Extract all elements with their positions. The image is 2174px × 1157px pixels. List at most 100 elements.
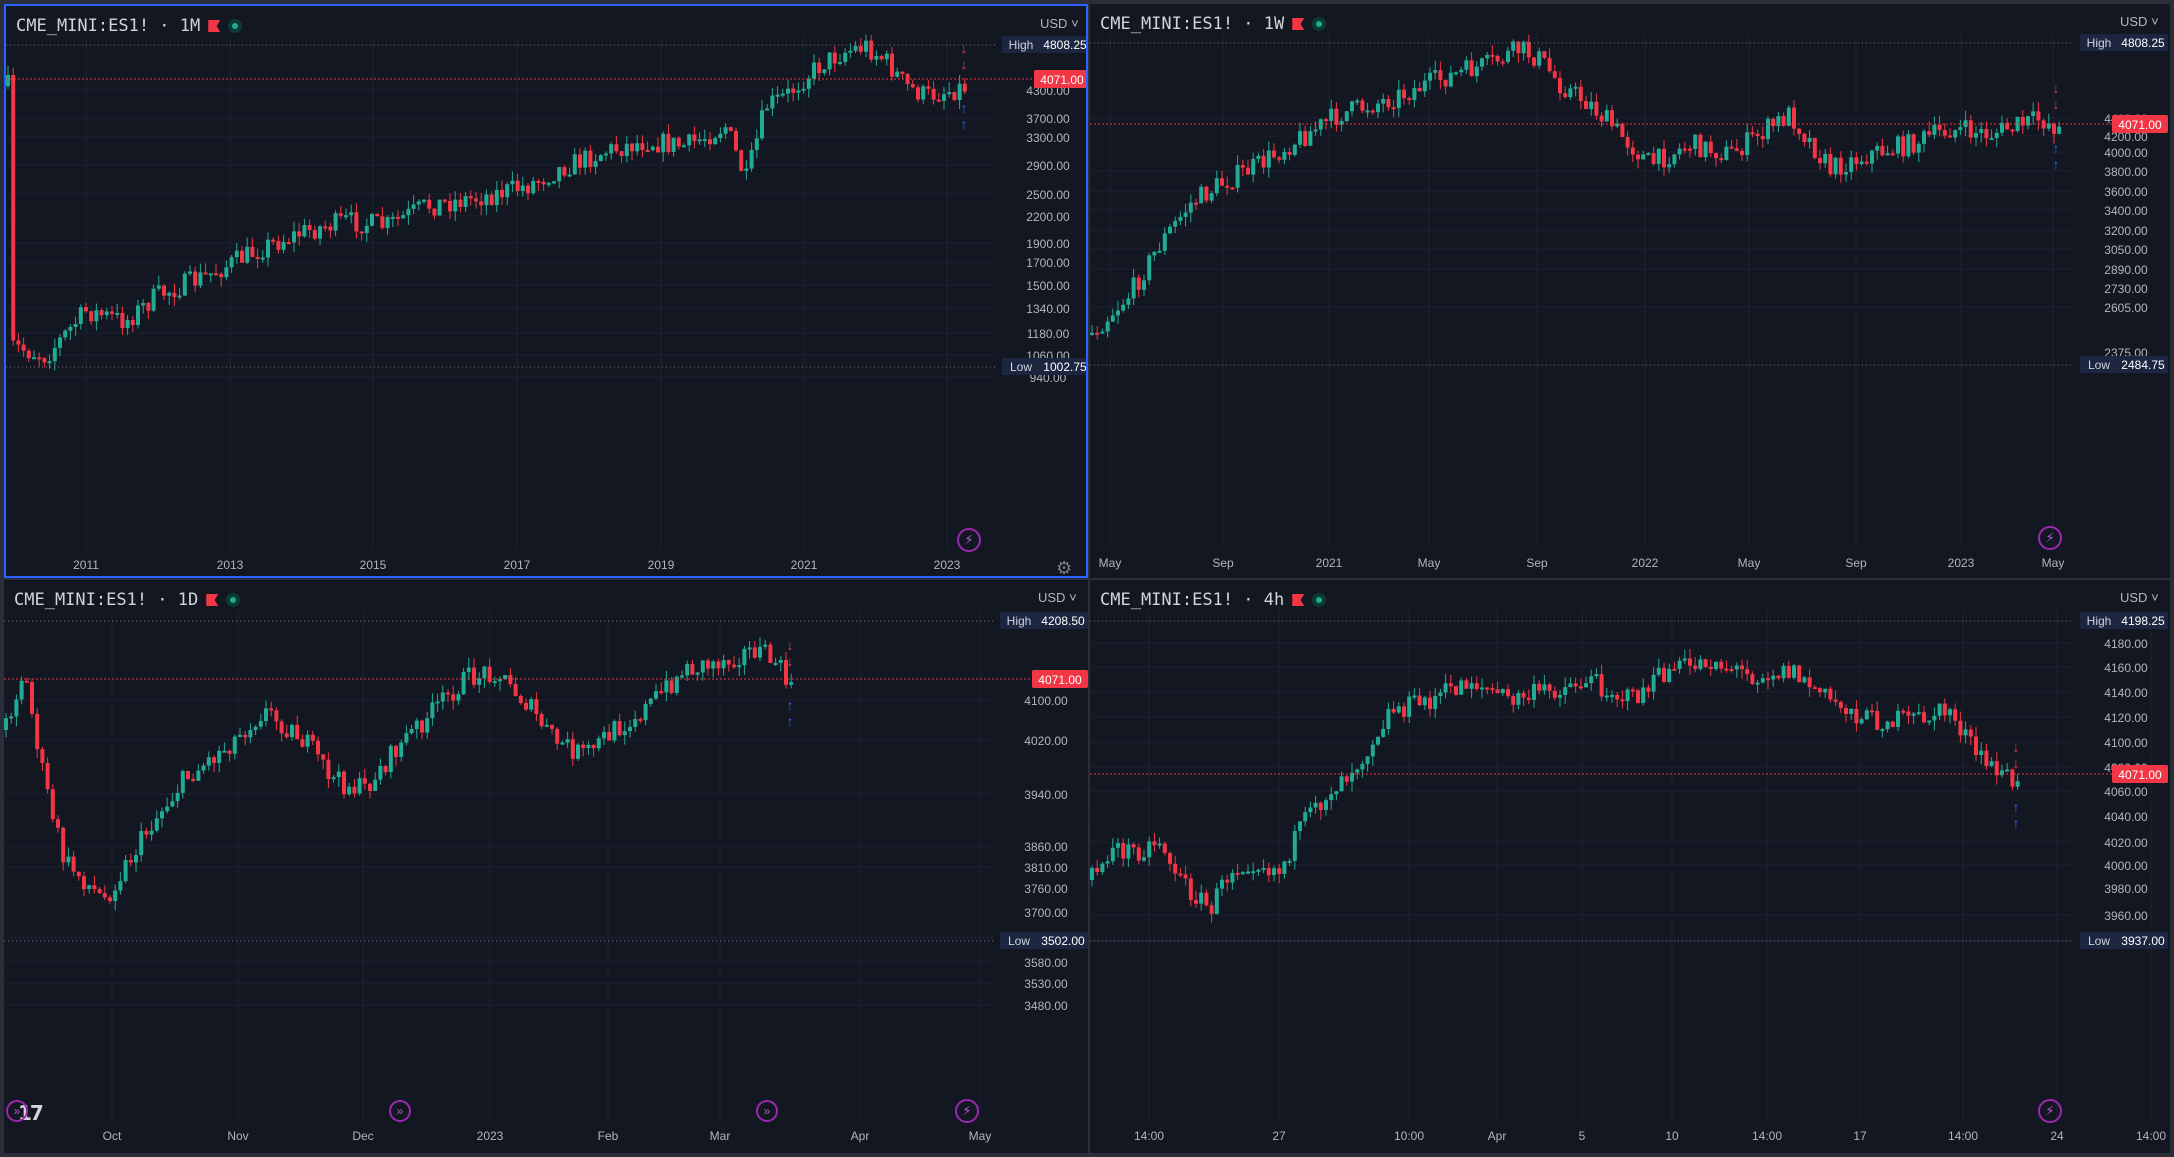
candle [63, 330, 68, 338]
low-value: 3937.00 [2121, 934, 2165, 948]
candle [1412, 87, 1417, 100]
bolt-icon[interactable]: ⚡ [2038, 526, 2062, 550]
candle [812, 62, 816, 79]
symbol-legend[interactable]: CME_MINI:ES1! · 1W [1100, 14, 1327, 34]
candle [1344, 776, 1349, 782]
y-tick-label: 2900.00 [1026, 159, 1070, 173]
candle [411, 204, 416, 209]
buy-arrow-icon: ↑ [787, 697, 794, 713]
candle [1729, 146, 1734, 149]
candle [962, 83, 967, 92]
candle [484, 194, 489, 206]
candle [728, 127, 733, 131]
go-to-realtime-icon[interactable]: » [6, 1100, 28, 1122]
candle [773, 662, 778, 665]
go-to-realtime-icon[interactable]: » [756, 1100, 778, 1122]
currency-selector[interactable]: USD ˅ [2120, 590, 2159, 605]
candle [16, 340, 21, 345]
bolt-icon[interactable]: ⚡ [957, 528, 981, 552]
candle [2020, 116, 2025, 126]
low-label: Low [2088, 358, 2110, 372]
flag-icon[interactable] [1292, 18, 1305, 30]
candle [572, 154, 577, 175]
y-tick-label: 4100.00 [2104, 736, 2148, 750]
candle [1454, 72, 1458, 75]
low-value-badge [1038, 932, 1088, 949]
candle [1823, 153, 1828, 164]
candle [1901, 136, 1906, 157]
candle [1693, 134, 1698, 149]
chart-canvas[interactable]: 4100.00 4020.00 3940.00 3860.00 3810.00 3760.… [4, 580, 1088, 1153]
chart-pane-1m[interactable]: 4300.00 3700.00 3300.00 2900.00 2500.00 2200.… [4, 4, 1088, 578]
x-tick-label: Oct [103, 1129, 122, 1143]
chart-pane-1w[interactable]: 4400.004200.004000.003800.003600.003400.… [1090, 4, 2170, 578]
symbol-title[interactable]: CME_MINI:ES1! · 1M [16, 16, 201, 36]
bolt-icon[interactable]: ⚡ [955, 1099, 979, 1123]
chart-canvas[interactable]: 4400.004200.004000.003800.003600.003400.… [1090, 4, 2170, 578]
chart-canvas[interactable]: 4180.004160.004140.004120.004100.004080.… [1090, 580, 2170, 1153]
symbol-legend[interactable]: CME_MINI:ES1! · 1M [16, 16, 243, 36]
candle [763, 644, 768, 647]
candle [1615, 123, 1620, 127]
candle [1313, 129, 1318, 132]
low-value-badge [1040, 358, 1086, 375]
buy-arrow-icon: ↑ [2053, 156, 2060, 172]
candle [1448, 72, 1453, 87]
sell-arrow-icon: ↓ [961, 40, 968, 56]
chart-canvas[interactable]: 4300.003700.003300.002900.002500.002200.… [6, 6, 1088, 578]
bolt-icon[interactable]: ⚡ [2038, 1099, 2062, 1123]
y-tick-label: 4020.00 [2104, 836, 2148, 850]
symbol-legend[interactable]: CME_MINI:ES1! · 1D [14, 590, 241, 610]
candle [1329, 794, 1334, 801]
candle [305, 734, 310, 747]
candle [1776, 116, 1781, 127]
candle [1771, 118, 1776, 127]
candle [526, 185, 530, 194]
candle [1958, 127, 1963, 131]
gear-icon[interactable]: ⚙ [1056, 558, 1073, 578]
flag-icon[interactable] [208, 20, 221, 32]
candle [643, 703, 648, 721]
symbol-title[interactable]: CME_MINI:ES1! · 1D [14, 590, 199, 610]
candle [1459, 69, 1464, 73]
currency-selector[interactable]: USD ˅ [1040, 16, 1079, 31]
symbol-title[interactable]: CME_MINI:ES1! · 1W [1100, 14, 1285, 34]
candle [505, 184, 510, 198]
candle [1266, 868, 1271, 876]
candle [539, 714, 544, 727]
candle [1334, 791, 1339, 795]
candle [1688, 658, 1692, 666]
candle [458, 199, 463, 207]
candle [1906, 711, 1911, 716]
candle [544, 724, 549, 727]
currency-selector[interactable]: USD ˅ [1038, 590, 1077, 605]
candle [1818, 688, 1822, 693]
candle [234, 250, 239, 258]
candle [747, 647, 752, 650]
candle [1256, 155, 1261, 159]
candle [739, 150, 744, 171]
candle [1386, 708, 1391, 729]
candle [432, 208, 437, 216]
symbol-title[interactable]: CME_MINI:ES1! · 4h [1100, 590, 1285, 610]
flag-icon[interactable] [1292, 594, 1305, 606]
candle [758, 646, 762, 658]
chart-pane-4h[interactable]: 4180.004160.004140.004120.004100.004080.… [1090, 580, 2170, 1153]
candle [853, 46, 858, 51]
candle [1391, 708, 1396, 713]
flag-icon[interactable] [206, 594, 219, 606]
high-label: High [1009, 38, 1034, 52]
currency-selector[interactable]: USD ˅ [2120, 14, 2159, 29]
candle [1537, 683, 1542, 691]
candle [791, 88, 796, 93]
symbol-legend[interactable]: CME_MINI:ES1! · 4h [1100, 590, 1327, 610]
candle [307, 224, 312, 231]
candle [567, 174, 572, 177]
chart-pane-1d[interactable]: 4100.00 4020.00 3940.00 3860.00 3810.00 3760.… [4, 580, 1088, 1153]
candle [266, 239, 270, 258]
go-to-realtime-icon[interactable]: » [389, 1100, 411, 1122]
candle [1266, 150, 1271, 168]
sell-arrow-icon: ↓ [787, 653, 794, 669]
candle [1584, 100, 1588, 110]
candle [123, 860, 128, 882]
